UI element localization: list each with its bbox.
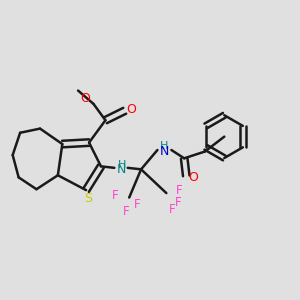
Text: N: N bbox=[117, 164, 127, 176]
Text: F: F bbox=[112, 189, 118, 202]
Text: F: F bbox=[123, 205, 130, 218]
Text: F: F bbox=[175, 196, 181, 208]
Text: O: O bbox=[126, 103, 136, 116]
Text: F: F bbox=[176, 184, 182, 196]
Text: O: O bbox=[80, 92, 90, 105]
Text: S: S bbox=[85, 192, 92, 205]
Text: F: F bbox=[134, 199, 141, 212]
Text: N: N bbox=[160, 145, 169, 158]
Text: O: O bbox=[188, 171, 198, 184]
Text: H: H bbox=[160, 141, 169, 151]
Text: F: F bbox=[169, 203, 175, 216]
Text: H: H bbox=[118, 160, 126, 170]
